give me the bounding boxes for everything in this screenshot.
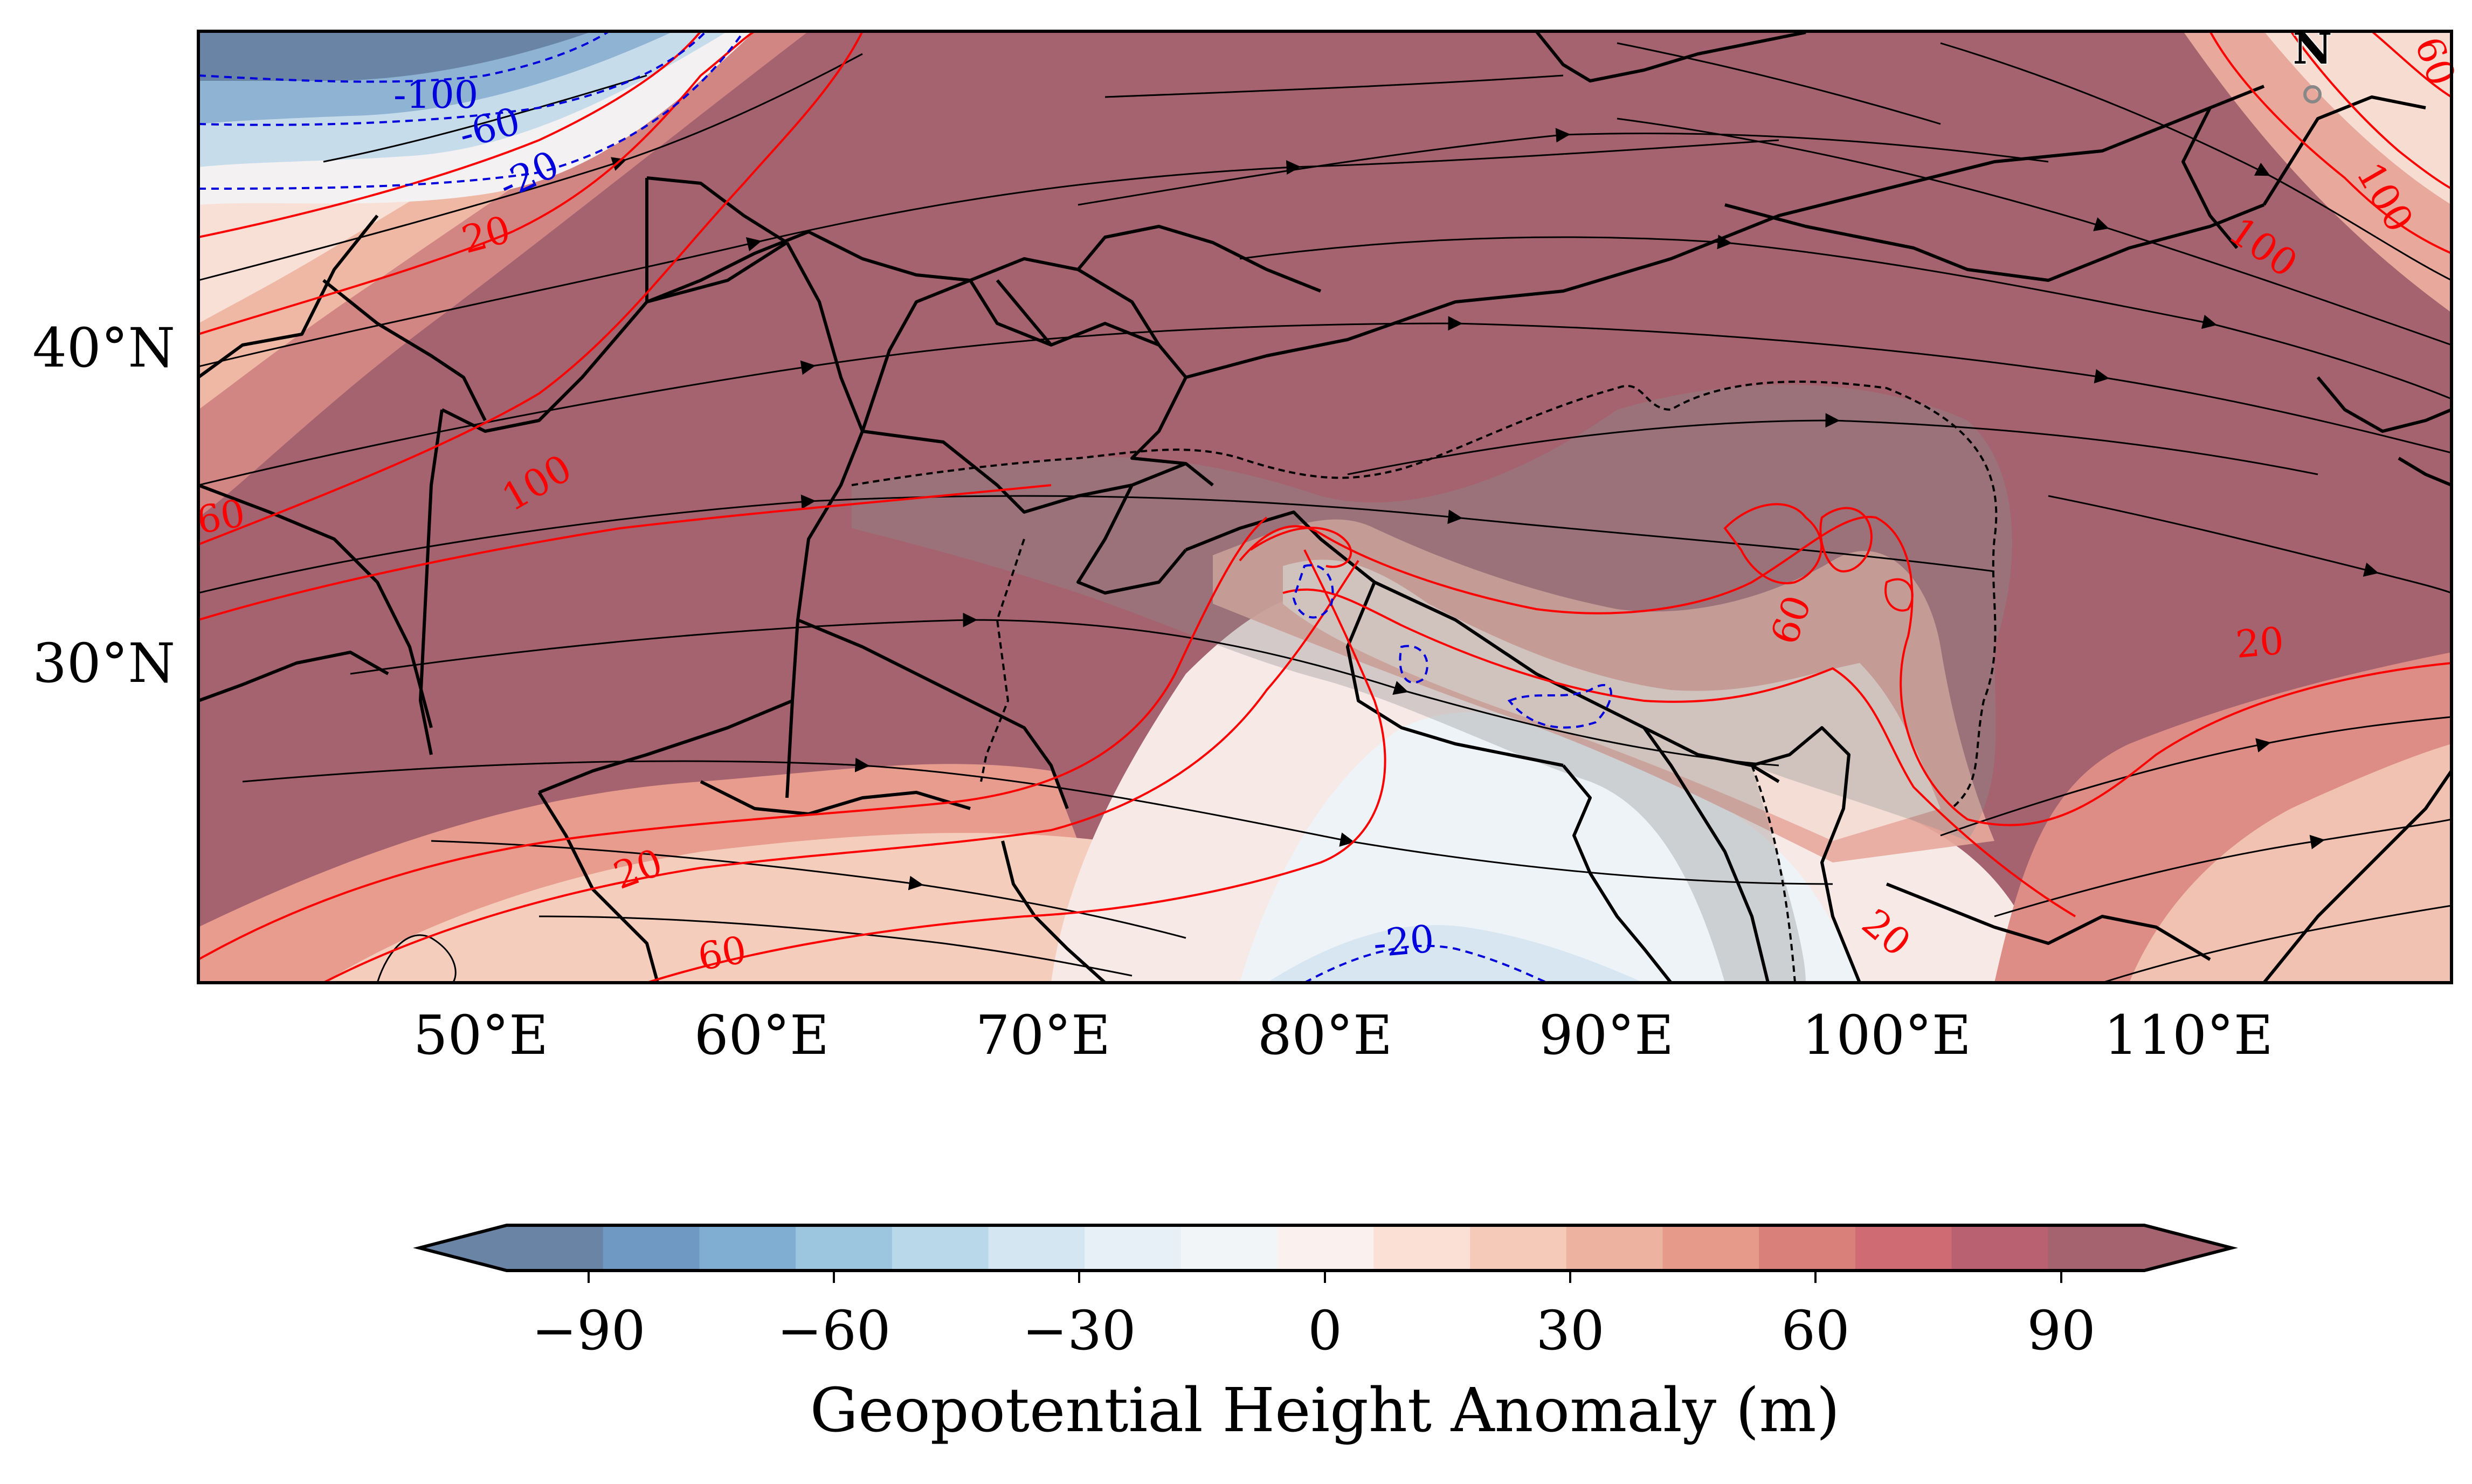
- colorbar-cell: [1373, 1225, 1471, 1271]
- streamline: [1104, 74, 1564, 98]
- colorbar-cell: [1662, 1225, 1760, 1271]
- streamline: [431, 840, 1186, 939]
- streamline: [198, 494, 1995, 594]
- colorbar-ticks: [588, 1271, 2062, 1283]
- lat-label-40n: 40°N: [32, 316, 175, 379]
- lon-label-80e: 80°E: [1258, 1004, 1392, 1067]
- lat-labels: 40°N 30°N: [32, 316, 175, 695]
- streamline: [1940, 716, 2452, 837]
- streamline: [242, 757, 1833, 885]
- colorbar-cells: [507, 1225, 2145, 1271]
- colorbar-cell: [1855, 1225, 1952, 1271]
- anomaly-fill-south-inner: [323, 833, 1132, 983]
- colorbar-tick-label: 90: [2027, 1299, 2095, 1362]
- contour-label-positive: 20: [2234, 618, 2285, 666]
- contour-label-positive: 60: [695, 928, 750, 979]
- streamline: [1994, 818, 2452, 917]
- streamline: [1239, 234, 2452, 400]
- streamline: [1617, 118, 2452, 346]
- streamline: [1940, 42, 2452, 281]
- colorbar-cell: [796, 1225, 893, 1271]
- colorbar-tick-label: −60: [777, 1299, 890, 1362]
- streamline: [1617, 42, 1941, 125]
- colorbar-cell: [1951, 1225, 2049, 1271]
- anomaly-fill-ne-inner: [2264, 31, 2452, 205]
- streamlines: [198, 42, 2452, 983]
- streamline: [198, 139, 1779, 368]
- tibet-mask: [852, 384, 2012, 983]
- colorbar-tick-labels: −90 −60 −30 0 30 60 90: [531, 1299, 2095, 1362]
- colorbar-outline: [413, 1224, 2238, 1272]
- lon-labels: 50°E 60°E 70°E 80°E 90°E 100°E 110°E: [413, 1004, 2273, 1067]
- colorbar-cell: [1277, 1225, 1375, 1271]
- colorbar-extend-right: [2144, 1225, 2232, 1271]
- colorbar-label: Geopotential Height Anomaly (m): [810, 1376, 1840, 1446]
- map-frame: [197, 30, 2453, 984]
- colorbar: −90 −60 −30 0 30 60 90 Geopotential Heig…: [413, 1224, 2238, 1446]
- negative-contours: [198, 31, 1612, 983]
- contour-label-positive: 60: [194, 491, 248, 543]
- colorbar-extend-left: [419, 1225, 507, 1271]
- colorbar-tick-label: 0: [1308, 1299, 1342, 1362]
- lon-label-110e: 110°E: [2104, 1004, 2273, 1067]
- streamline: [1078, 128, 2049, 206]
- anomaly-fill-nw-low-core: [198, 31, 593, 81]
- colorbar-tick-label: −30: [1022, 1299, 1136, 1362]
- streamline: [198, 316, 2452, 486]
- north-arrow-marker: [2303, 85, 2322, 103]
- anomaly-fill-india-blue: [1267, 925, 1644, 983]
- lon-label-70e: 70°E: [976, 1004, 1110, 1067]
- streamline: [323, 74, 647, 163]
- streamline: [198, 53, 863, 281]
- colorbar-cell: [1470, 1225, 1567, 1271]
- anomaly-fill-himalaya-pale: [1283, 560, 1941, 841]
- streamline: [350, 612, 1779, 767]
- streamline: [2048, 495, 2452, 594]
- streamline: [538, 915, 1133, 977]
- anomaly-fill-east-inner: [2129, 744, 2452, 983]
- disputed-borders: [851, 381, 1998, 983]
- lon-label-60e: 60°E: [694, 1004, 829, 1067]
- contour-label-negative: -20: [1371, 916, 1435, 966]
- streamline: [1347, 413, 2318, 475]
- colorbar-cell: [1759, 1225, 1856, 1271]
- colorbar-tick-label: 30: [1536, 1299, 1604, 1362]
- map-panel: [198, 31, 2452, 983]
- colorbar-tick-label: 60: [1781, 1299, 1849, 1362]
- colorbar-cell: [2048, 1225, 2145, 1271]
- lon-label-90e: 90°E: [1539, 1004, 1674, 1067]
- colorbar-cell: [699, 1225, 797, 1271]
- streamline: [2102, 905, 2452, 983]
- colorbar-cell: [1180, 1225, 1278, 1271]
- anomaly-fill-india-white: [1240, 712, 1860, 983]
- colorbar-cell: [1566, 1225, 1663, 1271]
- colorbar-cell: [892, 1225, 989, 1271]
- streamline: [376, 934, 457, 983]
- positive-contours: [198, 31, 2452, 983]
- colorbar-cell: [1085, 1225, 1182, 1271]
- lon-label-100e: 100°E: [1802, 1004, 1971, 1067]
- lon-label-50e: 50°E: [413, 1004, 548, 1067]
- colorbar-tick-label: −90: [531, 1299, 645, 1362]
- colorbar-cell: [507, 1225, 604, 1271]
- contour-labels-negative: -100 -60 -20 -20: [393, 73, 1436, 966]
- contour-label-negative: -100: [393, 73, 478, 117]
- colorbar-cell: [603, 1225, 700, 1271]
- lat-label-30n: 30°N: [32, 632, 175, 695]
- colorbar-cell: [988, 1225, 1086, 1271]
